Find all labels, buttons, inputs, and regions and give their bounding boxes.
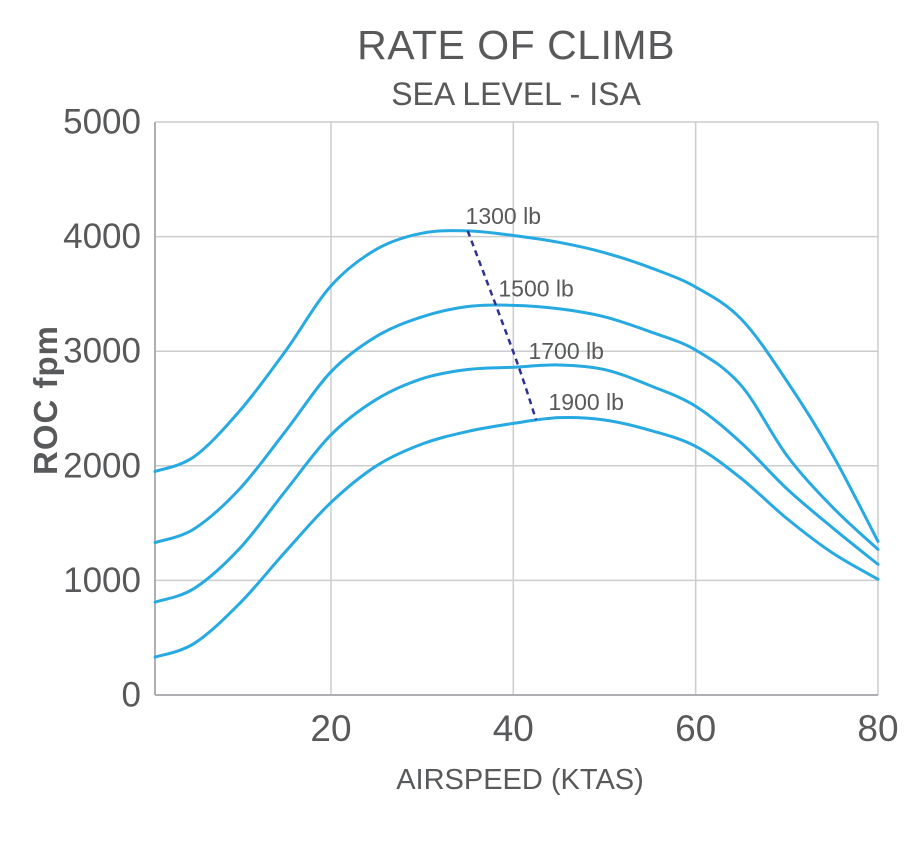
x-tick-label-20: 20 xyxy=(310,708,351,749)
x-tick-label-80: 80 xyxy=(857,708,898,749)
y-tick-label-3000: 3000 xyxy=(63,332,141,371)
best-climb-speed-dashed-line xyxy=(466,230,538,421)
curve-label-1500-lb: 1500 lb xyxy=(498,276,573,302)
curve-label-1700-lb: 1700 lb xyxy=(528,338,603,364)
curve-label-1900-lb: 1900 lb xyxy=(549,389,624,415)
y-tick-label-4000: 4000 xyxy=(63,217,141,256)
roc-curve-1900-lb xyxy=(153,415,880,659)
roc-curve-1700-lb xyxy=(153,363,880,604)
roc-curve-1500-lb xyxy=(153,303,880,551)
x-tick-label-60: 60 xyxy=(675,708,716,749)
y-tick-label-1000: 1000 xyxy=(63,561,141,600)
y-axis-label: ROC fpm xyxy=(27,325,64,475)
x-tick-label-40: 40 xyxy=(493,708,534,749)
y-tick-label-0: 0 xyxy=(122,676,141,715)
chart-subtitle: SEA LEVEL - ISA xyxy=(391,76,641,112)
roc-curve-1300-lb xyxy=(153,229,880,543)
y-tick-label-2000: 2000 xyxy=(63,446,141,485)
x-axis-label: AIRSPEED (KTAS) xyxy=(396,764,644,796)
chart-title: RATE OF CLIMB xyxy=(357,22,675,68)
y-tick-label-5000: 5000 xyxy=(63,103,141,142)
curve-label-1300-lb: 1300 lb xyxy=(466,203,541,229)
